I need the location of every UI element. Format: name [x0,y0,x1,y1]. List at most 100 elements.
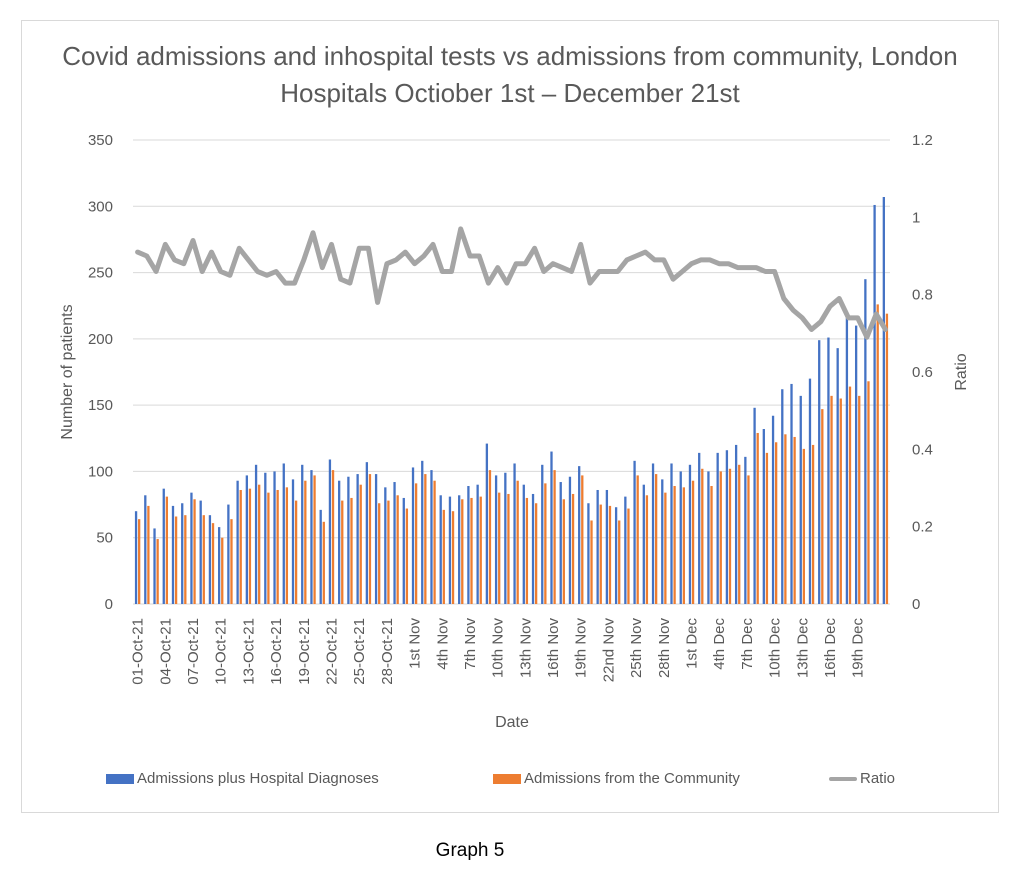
bar-community [248,488,252,604]
bar-admissions-plus-diagnoses [384,487,387,604]
bar-admissions-plus-diagnoses [661,479,664,604]
legend-item-community: Admissions from the Community [493,770,740,787]
bar-admissions-plus-diagnoses [153,528,156,604]
bar-community [156,539,159,604]
bar-admissions-plus-diagnoses [476,484,479,604]
bar-community [848,386,852,604]
ratio-line [135,226,888,340]
bar-admissions-plus-diagnoses [596,489,599,604]
bar-admissions-plus-diagnoses [208,515,212,604]
y-tick-label: 200 [88,331,113,348]
x-tick-label: 25-Oct-21 [351,618,368,685]
legend-label: Ratio [860,770,896,787]
x-tick-label: 16th Dec [822,618,839,679]
bar-community [608,505,612,604]
bar-admissions-plus-diagnoses [254,464,258,604]
x-tick-label: 13th Dec [794,618,811,679]
bar-admissions-plus-diagnoses [282,463,285,604]
bar-community [396,495,399,604]
bar-admissions-plus-diagnoses [504,472,507,604]
bar-community [830,395,833,604]
bar-community [618,520,621,604]
bar-community [378,503,381,604]
bar-admissions-plus-diagnoses [199,500,202,604]
y2-tick-label: 1.2 [912,132,933,149]
bar-admissions-plus-diagnoses [568,476,572,604]
bar-admissions-plus-diagnoses [236,480,239,604]
bar-admissions-plus-diagnoses [301,464,304,604]
x-tick-label: 19th Nov [573,618,590,679]
bar-community [867,381,870,604]
bar-admissions-plus-diagnoses [291,479,295,604]
bar-admissions-plus-diagnoses [513,463,516,604]
y-tick-label: 250 [88,265,113,282]
bar-admissions-plus-diagnoses [162,488,165,604]
y2-tick-label: 0 [912,596,920,613]
bar-admissions-plus-diagnoses [827,337,830,604]
x-tick-label: 4th Dec [711,618,728,670]
bar-community [184,515,187,604]
x-tick-label: 01-Oct-21 [130,618,147,685]
bar-admissions-plus-diagnoses [818,340,821,604]
x-tick-label: 7th Dec [739,618,756,670]
bar-admissions-plus-diagnoses [679,471,682,604]
bar-admissions-plus-diagnoses [467,486,470,604]
y-axis-title: Number of patients [59,304,76,439]
bar-community [673,486,676,604]
y2-axis-title: Ratio [953,353,970,390]
bar-admissions-plus-diagnoses [845,317,849,604]
y-tick-label: 350 [88,132,113,149]
bar-community [479,496,482,604]
x-tick-label: 16-Oct-21 [268,618,285,685]
bar-community [230,519,233,604]
bar-admissions-plus-diagnoses [734,444,738,604]
bar-admissions-plus-diagnoses [421,460,424,604]
bar-community [701,468,704,604]
y-tick-label: 300 [88,198,113,215]
bar-community [451,511,455,604]
bar-admissions-plus-diagnoses [716,452,719,604]
bar-admissions-plus-diagnoses [393,482,396,604]
bar-admissions-plus-diagnoses [485,443,489,604]
bar-admissions-plus-diagnoses [605,489,609,604]
x-tick-label: 19th Dec [850,618,867,679]
x-tick-label: 13th Nov [517,618,534,679]
bar-community [793,436,796,604]
y-tick-label: 150 [88,397,113,414]
bar-community [627,508,630,604]
x-tick-label: 10th Nov [490,618,507,679]
bar-community [239,489,242,604]
bar-admissions-plus-diagnoses [808,378,812,604]
x-tick-label: 1st Dec [684,618,701,669]
bar-admissions-plus-diagnoses [753,407,756,604]
bar-admissions-plus-diagnoses [873,204,876,604]
bar-admissions-plus-diagnoses [430,470,433,604]
y2-tick-label: 0.8 [912,287,933,304]
bar-community [211,523,215,604]
bar-community [571,493,575,604]
bar-community [636,475,639,604]
bar-community [756,432,759,604]
bar-admissions-plus-diagnoses [347,476,350,604]
legend: Admissions plus Hospital Diagnoses Admis… [0,770,1024,792]
bar-admissions-plus-diagnoses [854,325,858,604]
bar-community [765,452,769,604]
bar-community [488,470,492,604]
bar-community [359,484,362,604]
bar-admissions-plus-diagnoses [559,482,562,604]
bar-admissions-plus-diagnoses [522,484,525,604]
y2-tick-label: 0.2 [912,519,933,536]
bar-admissions-plus-diagnoses [310,470,313,604]
bar-admissions-plus-diagnoses [578,466,581,604]
chart-frame [21,20,999,813]
bar-admissions-plus-diagnoses [365,462,369,604]
bar-admissions-plus-diagnoses [181,503,184,604]
bar-community [498,492,501,604]
bar-community [544,483,547,604]
bar-admissions-plus-diagnoses [448,496,452,604]
bar-community [525,497,529,604]
legend-label: Admissions from the Community [524,770,740,787]
bar-community [802,448,805,604]
bar-admissions-plus-diagnoses [744,456,747,604]
